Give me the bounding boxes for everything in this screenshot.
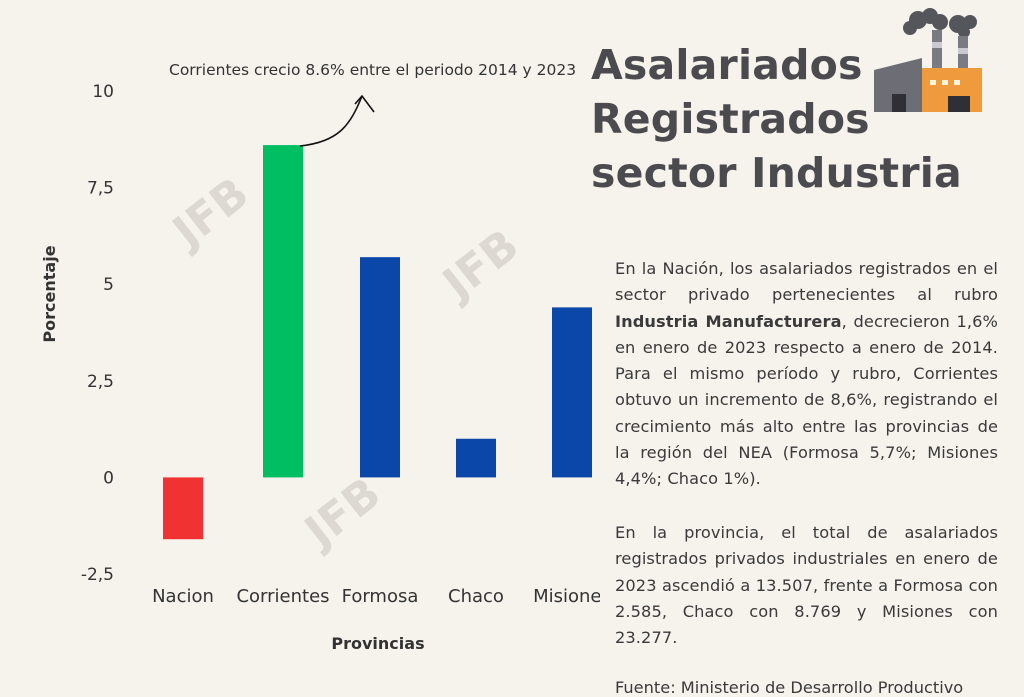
title-line: sector Industria xyxy=(591,149,962,197)
paragraph-text: En la Nación, los asalariados registrado… xyxy=(615,259,998,305)
y-tick-label: 2,5 xyxy=(87,372,114,392)
watermark-text: JFB xyxy=(294,468,391,559)
bar-corrientes xyxy=(263,145,303,478)
x-tick-label: Chaco xyxy=(448,586,504,607)
bar-chart: JFBJFBJFBJFB -2,502,557,510 NacionCorrie… xyxy=(40,61,600,653)
paragraph-bold-text: Industria Manufacturera xyxy=(615,311,842,331)
x-axis-categories: Nacion Corrientes Formosa Chaco Misiones xyxy=(152,586,600,607)
paragraph-nacion: En la Nación, los asalariados registrado… xyxy=(615,256,998,493)
y-tick-label: 7,5 xyxy=(87,179,114,199)
paragraph-provincia: En la provincia, el total de asalariados… xyxy=(615,523,998,648)
annotation-arrow xyxy=(299,94,375,147)
chart-annotation: Corrientes crecio 8.6% entre el periodo … xyxy=(169,61,576,79)
source-text: Fuente: Ministerio de Desarrollo Product… xyxy=(615,678,964,697)
watermark-text: JFB xyxy=(432,220,529,311)
title-line: Registrados xyxy=(591,95,870,143)
page-title: Asalariados Registrados sector Industria xyxy=(591,38,962,200)
bar-misiones xyxy=(552,307,592,478)
factory-icon xyxy=(874,8,982,112)
bars xyxy=(163,145,592,540)
title-line: Asalariados xyxy=(591,41,863,89)
bar-nacion xyxy=(163,477,203,540)
paragraph-text: , decrecieron 1,6% en enero de 2023 resp… xyxy=(615,311,998,489)
y-axis-ticks: -2,5 0 2,5 5 7,5 10 xyxy=(81,82,114,585)
x-tick-label: Nacion xyxy=(152,586,214,607)
bar-formosa xyxy=(360,257,400,478)
x-tick-label: Misiones xyxy=(533,586,600,607)
x-tick-label: Formosa xyxy=(342,586,419,607)
watermark-text: JFB xyxy=(162,168,259,259)
y-tick-label: 5 xyxy=(103,275,114,295)
y-tick-label: 0 xyxy=(103,468,114,488)
bar-chaco xyxy=(456,438,496,478)
x-axis-label: Provincias xyxy=(331,634,424,653)
y-tick-label: 10 xyxy=(92,82,114,102)
y-axis-label: Porcentaje xyxy=(40,245,59,342)
x-tick-label: Corrientes xyxy=(236,586,329,607)
y-tick-label: -2,5 xyxy=(81,565,114,585)
